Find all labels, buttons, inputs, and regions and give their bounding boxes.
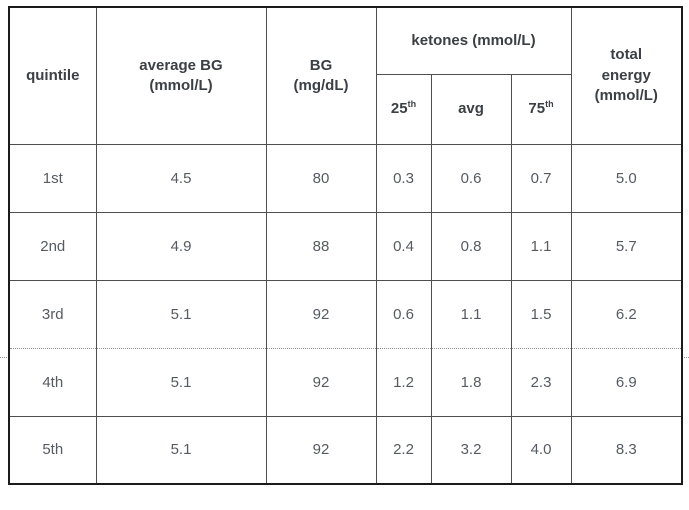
cell-total-energy: 8.3	[570, 415, 683, 485]
table-row-3rd-quintile: 3rd 5.1 92 0.6 1.1 1.5 6.2	[8, 279, 683, 349]
cell-quintile: 5th	[8, 415, 97, 485]
table-row-4th-quintile: 4th 5.1 92 1.2 1.8 2.3 6.9	[8, 347, 683, 417]
cell-average-bg: 5.1	[95, 347, 267, 417]
col-header-total-energy: total energy (mmol/L)	[570, 6, 683, 145]
cell-ketones-75th: 0.7	[510, 143, 572, 213]
col-header-bg: BG (mg/dL)	[265, 6, 377, 145]
percentile-75-superscript: th	[545, 98, 554, 109]
cell-quintile: 1st	[8, 143, 97, 213]
table-row-2nd-quintile: 2nd 4.9 88 0.4 0.8 1.1 5.7	[8, 211, 683, 281]
col-header-ketones-avg: avg	[430, 73, 512, 145]
col-header-ketones-group: ketones (mmol/L)	[375, 6, 572, 75]
quintile-bg-ketones-table: quintile average BG (mmol/L) BG (mg/dL) …	[8, 6, 683, 485]
cell-ketones-25th: 1.2	[375, 347, 432, 417]
cell-total-energy: 5.7	[570, 211, 683, 281]
percentile-25-label: 25	[390, 99, 408, 117]
percentile-75-label: 75	[528, 99, 546, 117]
col-header-quintile: quintile	[8, 6, 97, 145]
cell-total-energy: 5.0	[570, 143, 683, 213]
cell-ketones-avg: 1.8	[430, 347, 512, 417]
cell-bg: 80	[265, 143, 377, 213]
cell-average-bg: 5.1	[95, 279, 267, 349]
cell-ketones-25th: 2.2	[375, 415, 432, 485]
col-header-ketones-25th: 25th	[375, 73, 432, 145]
table-body: 1st 4.5 80 0.3 0.6 0.7 5.0 2nd 4.9 88 0.…	[8, 143, 683, 485]
col-header-average-bg: average BG (mmol/L)	[95, 6, 267, 145]
cell-total-energy: 6.9	[570, 347, 683, 417]
header-row-1: quintile average BG (mmol/L) BG (mg/dL) …	[8, 6, 683, 145]
cell-average-bg: 4.5	[95, 143, 267, 213]
cell-ketones-75th: 1.5	[510, 279, 572, 349]
cell-ketones-25th: 0.6	[375, 279, 432, 349]
cell-ketones-25th: 0.4	[375, 211, 432, 281]
cell-bg: 88	[265, 211, 377, 281]
table-row-5th-quintile: 5th 5.1 92 2.2 3.2 4.0 8.3	[8, 415, 683, 485]
cell-quintile: 2nd	[8, 211, 97, 281]
cell-average-bg: 5.1	[95, 415, 267, 485]
page-break-dotted-line-left	[0, 357, 9, 358]
col-header-ketones-75th: 75th	[510, 73, 572, 145]
cell-total-energy: 6.2	[570, 279, 683, 349]
cell-ketones-75th: 1.1	[510, 211, 572, 281]
cell-ketones-avg: 1.1	[430, 279, 512, 349]
cell-bg: 92	[265, 279, 377, 349]
cell-ketones-25th: 0.3	[375, 143, 432, 213]
cell-ketones-avg: 0.8	[430, 211, 512, 281]
cell-bg: 92	[265, 347, 377, 417]
cell-bg: 92	[265, 415, 377, 485]
page-break-dotted-line-right	[680, 357, 689, 358]
cell-average-bg: 4.9	[95, 211, 267, 281]
cell-ketones-avg: 0.6	[430, 143, 512, 213]
percentile-25-superscript: th	[407, 98, 417, 109]
table-row-1st-quintile: 1st 4.5 80 0.3 0.6 0.7 5.0	[8, 143, 683, 213]
table-header: quintile average BG (mmol/L) BG (mg/dL) …	[8, 6, 683, 145]
cell-ketones-75th: 2.3	[510, 347, 572, 417]
cell-ketones-75th: 4.0	[510, 415, 572, 485]
cell-quintile: 3rd	[8, 279, 97, 349]
cell-ketones-avg: 3.2	[430, 415, 512, 485]
cell-quintile: 4th	[8, 347, 97, 417]
